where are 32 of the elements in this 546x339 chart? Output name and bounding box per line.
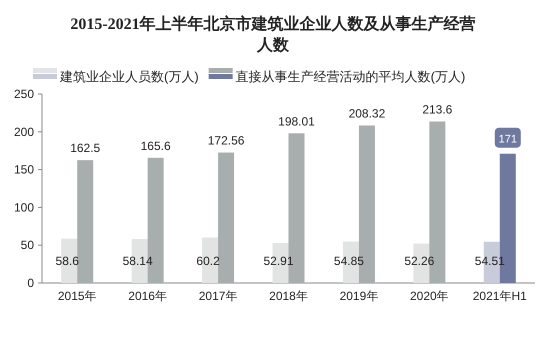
- data-label: 213.6: [422, 102, 453, 117]
- y-tick-label: 150: [14, 162, 34, 177]
- x-tick-label: 2017年: [198, 289, 238, 303]
- x-tick-label: 2021年H1: [472, 289, 528, 303]
- x-tick-label: 2019年: [340, 289, 378, 303]
- data-label: 171: [498, 134, 517, 146]
- data-label: 60.2: [196, 254, 220, 268]
- legend-label: 直接从事生产经营活动的平均人数(万人): [236, 69, 466, 84]
- data-label: 165.6: [140, 138, 171, 153]
- x-tick-label: 2016年: [128, 289, 167, 303]
- x-tick-label: 2020年: [410, 289, 449, 303]
- y-tick-label: 100: [14, 200, 34, 214]
- x-tick-label: 2015年: [58, 289, 97, 303]
- y-tick-label: 50: [20, 238, 34, 252]
- y-tick-label: 250: [14, 87, 34, 101]
- data-label: 198.01: [278, 114, 316, 128]
- bar: [218, 152, 234, 283]
- data-label: 208.32: [348, 106, 386, 121]
- data-label: 172.56: [208, 134, 245, 148]
- y-tick-label: 0: [27, 276, 34, 290]
- data-label: 54.51: [474, 254, 506, 268]
- y-tick-label: 200: [14, 124, 34, 139]
- bar: [77, 160, 94, 283]
- x-tick-label: 2018年: [269, 289, 308, 303]
- data-label: 58.6: [56, 254, 80, 268]
- data-label: 52.26: [404, 254, 435, 268]
- data-label: 58.14: [122, 254, 153, 268]
- legend-label: 建筑业企业人员数(万人): [59, 69, 199, 84]
- data-label: 54.85: [334, 254, 364, 268]
- data-label: 162.5: [70, 141, 101, 156]
- chart-title: 2015-2021年上半年北京市建筑业企业人数及从事生产经营人数: [69, 14, 477, 56]
- data-label: 52.91: [263, 254, 294, 268]
